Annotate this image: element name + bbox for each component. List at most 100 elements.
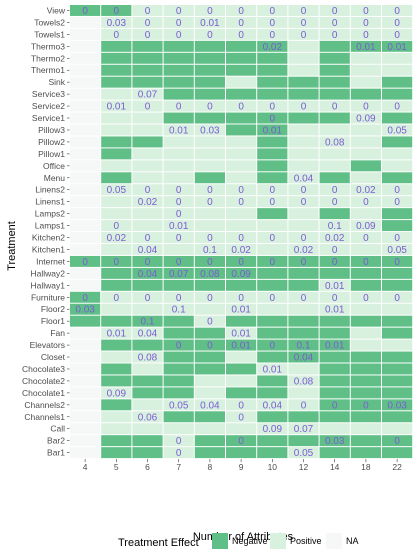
cell-chocolate3-18: [350, 363, 381, 375]
cell-hallway1-18: [350, 279, 381, 291]
cell-value-linens2-7: 0: [176, 185, 182, 196]
cell-sink-9: [226, 76, 257, 88]
cell-call-18: [350, 423, 381, 435]
cell-towels2-10: [257, 16, 288, 28]
cell-service1-22: [382, 112, 413, 124]
cell-value-lamps1-18: 0.09: [356, 221, 376, 232]
x-tick-label-18: 18: [361, 462, 371, 472]
cell-internet-18: [350, 255, 381, 267]
cell-pillow1-9: [226, 148, 257, 160]
cell-value-towels2-10: 0: [270, 18, 276, 29]
cell-service2-5: [101, 100, 132, 112]
x-tick-label-5: 5: [114, 462, 119, 472]
cell-value-internet-6: 0: [145, 257, 151, 268]
cell-value-service2-5: 0.01: [107, 102, 127, 113]
cell-furniture-4: [70, 291, 101, 303]
y-tick-label-hallway1: Hallway1: [31, 280, 66, 290]
cell-value-internet-18: 0: [363, 257, 369, 268]
cell-chocolate3-14: [319, 363, 350, 375]
cell-linens2-10: [257, 184, 288, 196]
y-tick-label-closet: Closet: [41, 352, 66, 362]
cell-pillow3-6: [132, 124, 163, 136]
cell-bar2-22: [382, 435, 413, 447]
cell-elevators-8: [194, 339, 225, 351]
cell-kitchen2-5: [101, 232, 132, 243]
cell-value-internet-4: 0: [82, 257, 88, 268]
cell-towels2-8: [194, 16, 225, 28]
cell-value-linens2-8: 0: [207, 185, 213, 196]
cell-fan-12: [288, 327, 319, 339]
cell-value-elevators-7: 0: [176, 341, 182, 352]
cell-chocolate3-12: [288, 363, 319, 375]
cell-value-bar1-7: 0: [176, 448, 182, 459]
cell-value-bar2-22: 0: [394, 436, 400, 447]
cell-towels1-6: [132, 28, 163, 40]
cell-value-kitchen2-10: 0: [270, 233, 276, 244]
cell-value-closet-6: 0.08: [138, 353, 158, 364]
legend-title: Treatment Effect: [118, 537, 199, 549]
y-tick-label-kitchen2: Kitchen2: [32, 233, 65, 243]
cell-thermo2-5: [101, 52, 132, 64]
cell-hallway2-7: [163, 267, 194, 279]
cell-value-internet-5: 0: [114, 257, 120, 268]
cell-view-10: [257, 5, 288, 16]
cell-hallway2-14: [319, 267, 350, 279]
cell-towels1-5: [101, 28, 132, 40]
cell-menu-10: [257, 172, 288, 184]
cell-linens1-14: [319, 196, 350, 208]
cell-fan-7: [163, 327, 194, 339]
cell-linens2-6: [132, 184, 163, 196]
cell-closet-6: [132, 351, 163, 363]
cell-value-kitchen2-14: 0.02: [325, 233, 345, 244]
cell-linens2-9: [226, 184, 257, 196]
cell-thermo1-8: [194, 64, 225, 76]
cell-floor2-9: [226, 303, 257, 315]
cell-value-linens1-6: 0.02: [138, 197, 158, 208]
cell-value-chocolate3-10: 0.01: [263, 364, 283, 375]
cell-thermo2-22: [382, 52, 413, 64]
cell-floor2-14: [319, 303, 350, 315]
y-tick-label-office: Office: [43, 161, 65, 171]
cell-pillow3-22: [382, 124, 413, 136]
cell-value-towels2-5: 0.03: [107, 18, 127, 29]
cell-bar2-12: [288, 435, 319, 447]
cell-thermo2-6: [132, 52, 163, 64]
y-tick-label-lamps2: Lamps2: [35, 209, 66, 219]
cell-internet-4: [70, 255, 101, 267]
cell-value-kitchen2-22: 0: [394, 233, 400, 244]
y-tick-label-lamps1: Lamps1: [35, 221, 66, 231]
cell-hallway1-12: [288, 279, 319, 291]
cell-lamps1-6: [132, 220, 163, 232]
cell-chocolate1-10: [257, 387, 288, 399]
cell-channels1-18: [350, 411, 381, 423]
cell-towels1-18: [350, 28, 381, 40]
cell-lamps1-12: [288, 220, 319, 232]
cell-sink-8: [194, 76, 225, 88]
cell-value-closet-12: 0.04: [294, 353, 314, 364]
cell-value-linens1-14: 0: [332, 197, 338, 208]
cell-sink-22: [382, 76, 413, 88]
cell-value-towels2-8: 0.01: [200, 18, 220, 29]
y-tick-label-bar2: Bar2: [47, 436, 65, 446]
cell-lamps2-12: [288, 208, 319, 220]
cell-pillow1-5: [101, 148, 132, 160]
cell-value-furniture-18: 0: [363, 293, 369, 304]
cell-value-floor2-7: 0.1: [172, 305, 186, 316]
cell-thermo3-14: [319, 40, 350, 52]
y-tick-label-towels2: Towels2: [34, 17, 65, 27]
cell-lamps2-14: [319, 208, 350, 220]
cell-channels2-6: [132, 399, 163, 411]
cell-chocolate2-22: [382, 375, 413, 387]
cell-furniture-8: [194, 291, 225, 303]
cell-chocolate2-5: [101, 375, 132, 387]
cell-menu-7: [163, 172, 194, 184]
cell-elevators-22: [382, 339, 413, 351]
cell-value-internet-12: 0: [301, 257, 307, 268]
y-tick-label-furniture: Furniture: [31, 292, 65, 302]
cell-bar1-10: [257, 447, 288, 459]
cell-pillow2-5: [101, 136, 132, 148]
cell-value-linens1-18: 0: [363, 197, 369, 208]
cell-thermo3-5: [101, 40, 132, 52]
cell-value-channels2-14: 0: [332, 400, 338, 411]
x-tick-label-4: 4: [83, 462, 88, 472]
